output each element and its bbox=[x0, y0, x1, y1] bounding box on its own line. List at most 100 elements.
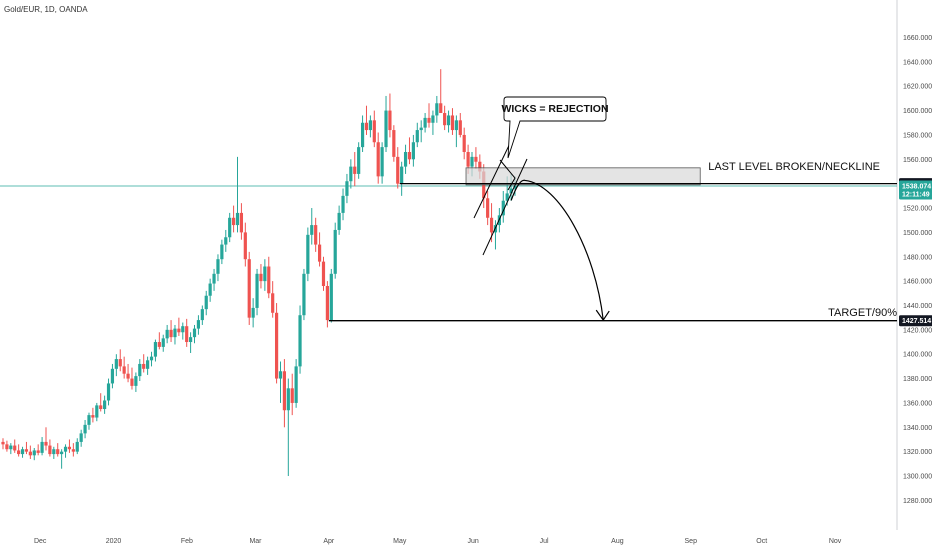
y-tick-label: 1400.000 bbox=[903, 352, 932, 359]
candle-body bbox=[427, 117, 431, 123]
projection-arc[interactable] bbox=[510, 179, 604, 321]
candle-body bbox=[411, 142, 415, 160]
y-tick-label: 1500.000 bbox=[903, 230, 932, 237]
resistance-zone[interactable] bbox=[465, 167, 701, 186]
candle-body bbox=[196, 320, 201, 329]
candle-body bbox=[161, 338, 165, 347]
candle-body bbox=[271, 293, 275, 313]
candle-body bbox=[454, 120, 458, 131]
x-tick-label: 2020 bbox=[106, 538, 122, 545]
candle-body bbox=[380, 147, 384, 177]
candle-body bbox=[431, 115, 435, 123]
x-tick-label: Feb bbox=[181, 538, 193, 545]
candle-body bbox=[153, 342, 158, 357]
y-tick-label: 1360.000 bbox=[903, 400, 932, 407]
target-label: TARGET/90% bbox=[828, 307, 897, 319]
x-tick-label: Jul bbox=[540, 538, 549, 545]
x-tick-label: Oct bbox=[756, 538, 767, 545]
candle-body bbox=[216, 259, 220, 274]
candle-body bbox=[103, 400, 107, 410]
candle-body bbox=[333, 229, 337, 274]
candle-body bbox=[329, 273, 333, 321]
y-tick-label: 1520.000 bbox=[903, 206, 932, 213]
candle-body bbox=[17, 450, 21, 455]
candle-body bbox=[310, 225, 314, 235]
candle-body bbox=[44, 441, 48, 446]
candle-body bbox=[478, 161, 482, 172]
candle-body bbox=[450, 115, 455, 131]
candle-body bbox=[52, 449, 56, 455]
candle-body bbox=[138, 363, 142, 377]
candle-body bbox=[95, 405, 99, 418]
candle-body bbox=[396, 156, 400, 184]
candle-body bbox=[474, 156, 478, 162]
candle-body bbox=[513, 186, 517, 189]
candle-body bbox=[388, 110, 392, 131]
price-tag bbox=[899, 188, 932, 200]
x-tick-label: Mar bbox=[249, 538, 262, 545]
x-tick-label: Nov bbox=[829, 538, 842, 545]
candle-body bbox=[274, 312, 279, 379]
y-tick-label: 1440.000 bbox=[903, 303, 932, 310]
candle-body bbox=[337, 212, 341, 230]
candle-body bbox=[126, 373, 130, 379]
candle-body bbox=[118, 359, 122, 367]
candle-body bbox=[372, 120, 376, 143]
candle-body bbox=[181, 326, 185, 333]
candle-body bbox=[353, 166, 357, 174]
candle-body bbox=[243, 232, 247, 260]
candle-body bbox=[376, 142, 380, 177]
candle-body bbox=[130, 378, 134, 386]
candle-body bbox=[321, 261, 326, 286]
candle-body bbox=[185, 326, 189, 343]
candle-body bbox=[224, 237, 228, 245]
candle-body bbox=[247, 259, 251, 318]
candle-body bbox=[208, 283, 212, 296]
callout-text: WICKS = REJECTION bbox=[501, 103, 608, 115]
candle-body bbox=[169, 329, 173, 338]
candle-body bbox=[177, 328, 181, 333]
candle-body bbox=[501, 200, 505, 216]
candle-body bbox=[384, 110, 388, 148]
projection-arrowhead[interactable] bbox=[595, 309, 610, 322]
candle-body bbox=[314, 225, 318, 245]
candle-body bbox=[400, 166, 404, 184]
candle-body bbox=[345, 181, 349, 196]
candle-body bbox=[83, 424, 87, 434]
y-tick-label: 1480.000 bbox=[903, 254, 932, 261]
y-tick-label: 1280.000 bbox=[903, 498, 932, 505]
y-tick-label: 1660.000 bbox=[903, 35, 932, 42]
candle-body bbox=[212, 273, 216, 284]
candle-body bbox=[255, 273, 259, 308]
y-tick-label: 1580.000 bbox=[903, 132, 932, 139]
candle-body bbox=[325, 285, 329, 321]
candle-body bbox=[157, 342, 161, 347]
candle-body bbox=[341, 195, 345, 213]
candle-body bbox=[239, 212, 244, 233]
candle-body bbox=[360, 122, 365, 148]
candle-body bbox=[24, 449, 29, 452]
candle-body bbox=[290, 388, 294, 403]
candle-body bbox=[192, 328, 197, 338]
candle-body bbox=[110, 368, 115, 384]
wedge-arrow-tip[interactable] bbox=[499, 159, 516, 191]
candle-body bbox=[87, 415, 91, 425]
x-axis[interactable]: Dec 2020 Feb Mar Apr May Jun Jul Aug Sep Oct Nov bbox=[34, 538, 842, 545]
candle-body bbox=[228, 217, 232, 238]
x-tick-label: Aug bbox=[611, 538, 624, 545]
candle-body bbox=[36, 450, 40, 453]
callout-box[interactable]: WICKS = REJECTION bbox=[501, 96, 609, 159]
candle-body bbox=[282, 371, 287, 411]
candle-body bbox=[75, 441, 79, 452]
x-tick-label: Dec bbox=[34, 538, 47, 545]
candle-body bbox=[443, 113, 447, 126]
candle-body bbox=[231, 217, 236, 226]
y-tick-label: 1300.000 bbox=[903, 474, 932, 481]
wedge-lower-line[interactable] bbox=[482, 158, 528, 256]
candle-body bbox=[294, 366, 298, 403]
y-tick-label: 1380.000 bbox=[903, 376, 932, 383]
candle-body bbox=[317, 244, 322, 262]
candle-body bbox=[71, 449, 75, 452]
candle-body bbox=[67, 446, 72, 450]
